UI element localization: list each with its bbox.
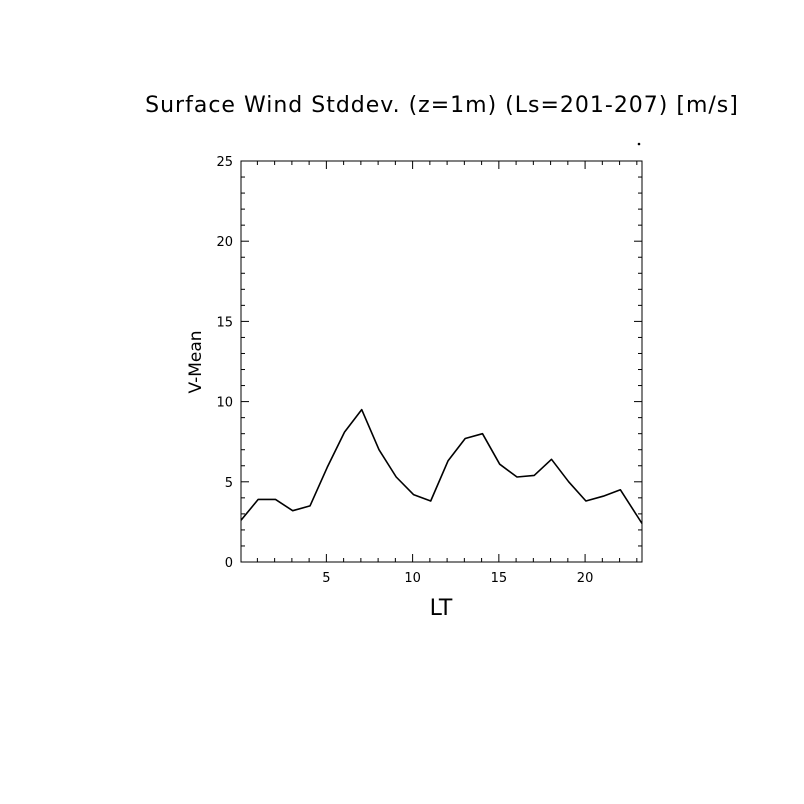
y-axis-label: V-Mean <box>186 330 206 393</box>
x-tick-label: 15 <box>491 571 508 586</box>
y-tick-label: 15 <box>216 315 233 330</box>
x-tick-label: 10 <box>404 571 421 586</box>
y-tick-label: 20 <box>216 235 233 250</box>
x-tick-label: 5 <box>322 571 330 586</box>
y-tick-label: 0 <box>225 556 233 571</box>
tick-labels: 0 5 10 15 20 25 5 10 15 20 <box>216 155 593 586</box>
plot-frame <box>240 160 643 563</box>
series-line <box>240 408 643 524</box>
y-tick-label: 10 <box>216 396 233 411</box>
x-axis-label: LT <box>430 596 453 621</box>
y-tick-label: 25 <box>216 155 233 170</box>
y-tick-label: 5 <box>225 476 233 491</box>
chart-title: Surface Wind Stddev. (z=1m) (Ls=201-207)… <box>145 93 739 118</box>
corner-dot <box>637 142 641 146</box>
axis-ticks <box>241 160 642 563</box>
x-tick-label: 20 <box>577 571 594 586</box>
